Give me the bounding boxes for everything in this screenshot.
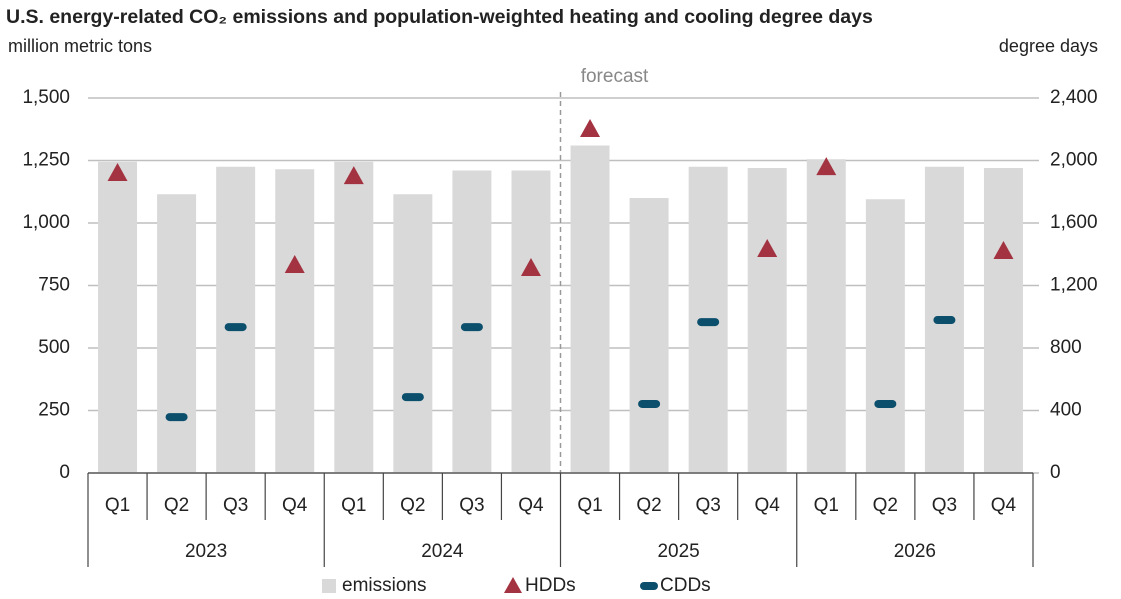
y-axis-label: million metric tons bbox=[8, 36, 152, 56]
hdd-marker bbox=[343, 166, 364, 185]
x-tick-label: Q3 bbox=[932, 495, 957, 516]
x-tick-label: Q4 bbox=[991, 495, 1017, 516]
bar bbox=[629, 198, 669, 473]
bar bbox=[511, 170, 551, 473]
cdd-marker bbox=[460, 323, 483, 332]
x-tick-label: Q1 bbox=[577, 495, 602, 516]
bar bbox=[98, 161, 138, 473]
y-tick-label: 0 bbox=[59, 462, 70, 483]
cdd-marker bbox=[638, 399, 661, 408]
hdd-marker bbox=[107, 163, 128, 181]
x-group-label: 2023 bbox=[185, 541, 227, 562]
y-tick-label: 500 bbox=[38, 337, 70, 358]
y2-tick-label: 800 bbox=[1050, 337, 1082, 358]
y2-tick-label: 2,400 bbox=[1050, 87, 1098, 108]
bar bbox=[452, 170, 492, 473]
hdd-marker bbox=[284, 255, 305, 274]
cdd-marker bbox=[697, 318, 720, 327]
hdd-marker bbox=[993, 240, 1014, 259]
x-tick-label: Q2 bbox=[164, 495, 189, 516]
legend-label: HDDs bbox=[525, 575, 576, 596]
y-tick-label: 1,250 bbox=[22, 150, 70, 171]
x-tick-label: Q1 bbox=[105, 495, 130, 516]
x-tick-label: Q1 bbox=[341, 495, 366, 516]
y2-tick-label: 1,600 bbox=[1050, 212, 1098, 233]
hdd-marker bbox=[816, 157, 837, 176]
x-tick-label: Q3 bbox=[223, 495, 248, 516]
bar bbox=[275, 169, 315, 473]
x-tick-label: Q1 bbox=[814, 495, 839, 516]
bar bbox=[157, 194, 197, 473]
x-tick-label: Q2 bbox=[636, 495, 661, 516]
y-tick-label: 750 bbox=[38, 275, 70, 296]
x-tick-label: Q2 bbox=[873, 495, 898, 516]
legend-label: emissions bbox=[342, 575, 426, 596]
x-group-label: 2026 bbox=[894, 541, 936, 562]
y2-tick-label: 400 bbox=[1050, 400, 1082, 421]
y-tick-label: 250 bbox=[38, 400, 70, 421]
x-tick-label: Q3 bbox=[459, 495, 484, 516]
cdd-marker bbox=[933, 316, 956, 325]
legend-label: CDDs bbox=[660, 575, 711, 596]
bar bbox=[983, 168, 1023, 473]
bar bbox=[806, 159, 846, 473]
annotation: forecast bbox=[581, 66, 649, 87]
hdd-marker bbox=[757, 238, 778, 257]
bar bbox=[216, 166, 256, 473]
y-tick-label: 1,500 bbox=[22, 87, 70, 108]
cdd-marker bbox=[401, 393, 424, 402]
y2-axis-label: degree days bbox=[999, 36, 1098, 56]
bar bbox=[570, 145, 610, 473]
bar bbox=[865, 199, 905, 473]
legend-swatch bbox=[504, 577, 522, 593]
hdd-marker bbox=[520, 258, 541, 276]
legend-swatch bbox=[322, 579, 336, 593]
y2-tick-label: 2,000 bbox=[1050, 150, 1098, 171]
x-tick-label: Q2 bbox=[400, 495, 425, 516]
y-tick-label: 1,000 bbox=[22, 212, 70, 233]
cdd-marker bbox=[224, 323, 247, 332]
hdd-marker bbox=[580, 118, 601, 137]
x-group-label: 2025 bbox=[657, 541, 699, 562]
bar bbox=[747, 168, 787, 473]
x-group-label: 2024 bbox=[421, 541, 464, 562]
x-tick-label: Q4 bbox=[282, 495, 308, 516]
cdd-marker bbox=[165, 413, 188, 422]
x-tick-label: Q4 bbox=[518, 495, 544, 516]
y2-tick-label: 0 bbox=[1050, 462, 1061, 483]
bar bbox=[334, 161, 374, 473]
y2-tick-label: 1,200 bbox=[1050, 275, 1098, 296]
x-tick-label: Q3 bbox=[695, 495, 720, 516]
cdd-marker bbox=[874, 399, 897, 408]
x-tick-label: Q4 bbox=[755, 495, 781, 516]
legend-swatch bbox=[640, 582, 658, 590]
chart-title: U.S. energy-related CO₂ emissions and po… bbox=[6, 6, 873, 28]
bar bbox=[393, 194, 433, 473]
